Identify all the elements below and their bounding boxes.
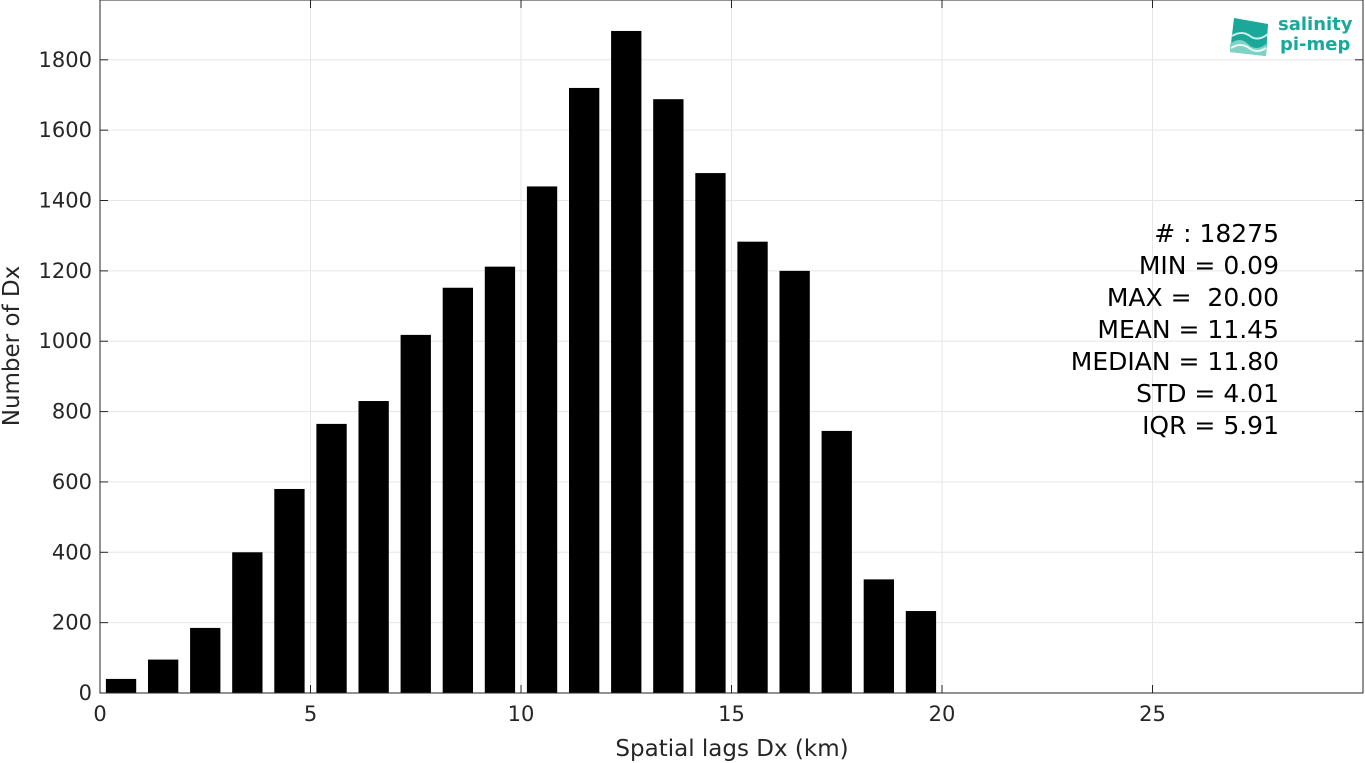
stats-median: MEDIAN = 11.80	[1070, 347, 1279, 376]
x-axis-label: Spatial lags Dx (km)	[615, 736, 848, 762]
histogram-bar	[358, 401, 389, 693]
y-tick-label: 0	[79, 681, 92, 705]
logo-waves-icon	[1230, 18, 1269, 56]
logo-line2: pi-mep	[1280, 34, 1351, 55]
y-tick-label: 400	[52, 540, 92, 564]
x-tick-label: 25	[1139, 702, 1166, 726]
bars-group	[105, 30, 937, 694]
histogram-bar	[695, 173, 726, 694]
histogram-bar	[611, 30, 642, 693]
histogram-bar	[484, 266, 516, 693]
histogram-bar	[863, 579, 895, 693]
y-tick-label: 1800	[39, 48, 92, 72]
y-tick-label: 1400	[39, 189, 92, 213]
salinity-pi-mep-logo: salinity pi-mep	[1228, 14, 1358, 64]
histogram-bar	[316, 423, 347, 693]
histogram-bar	[400, 334, 431, 693]
x-tick-label: 0	[93, 702, 106, 726]
y-tick-label: 1200	[39, 259, 92, 283]
stats-iqr: IQR = 5.91	[1142, 411, 1279, 440]
stats-min: MIN = 0.09	[1138, 251, 1279, 280]
histogram-bar	[568, 87, 600, 694]
logo-line1: salinity	[1278, 14, 1353, 35]
logo-text: salinity pi-mep	[1278, 15, 1353, 55]
x-tick-label: 5	[304, 702, 317, 726]
stats-box: # : 18275 MIN = 0.09 MAX = 20.00 MEAN = …	[1071, 218, 1279, 442]
stats-count: # : 18275	[1154, 219, 1279, 248]
y-tick-label: 1600	[39, 118, 92, 142]
y-tick-label: 800	[52, 400, 92, 424]
histogram-bar	[442, 287, 474, 693]
histogram-bar	[526, 186, 558, 693]
y-tick-label: 1000	[39, 329, 92, 353]
histogram-bar	[779, 270, 810, 693]
x-tick-label: 20	[929, 702, 956, 726]
histogram-bar	[653, 99, 684, 694]
ticks-group: 0 5 10 15 20 25 0 200 400 600 800 1000 1200 1400 1600 1…	[39, 0, 1363, 726]
histogram-bar	[105, 678, 137, 693]
stats-max: MAX = 20.00	[1106, 283, 1279, 312]
y-tick-label: 200	[52, 611, 92, 635]
x-tick-label: 10	[508, 702, 535, 726]
stats-std: STD = 4.01	[1136, 379, 1279, 408]
histogram-bar	[190, 627, 221, 693]
y-axis-label: Number of Dx	[0, 266, 25, 427]
histogram-bar	[905, 611, 937, 693]
histogram-bar	[737, 241, 768, 693]
histogram-bar	[232, 552, 263, 693]
grid-lines	[99, 0, 1363, 694]
y-tick-label: 600	[52, 470, 92, 494]
x-tick-label: 15	[718, 702, 745, 726]
histogram-bar	[147, 659, 179, 693]
histogram-bar	[274, 488, 305, 693]
stats-mean: MEAN = 11.45	[1097, 315, 1279, 344]
histogram-bar	[821, 430, 852, 693]
